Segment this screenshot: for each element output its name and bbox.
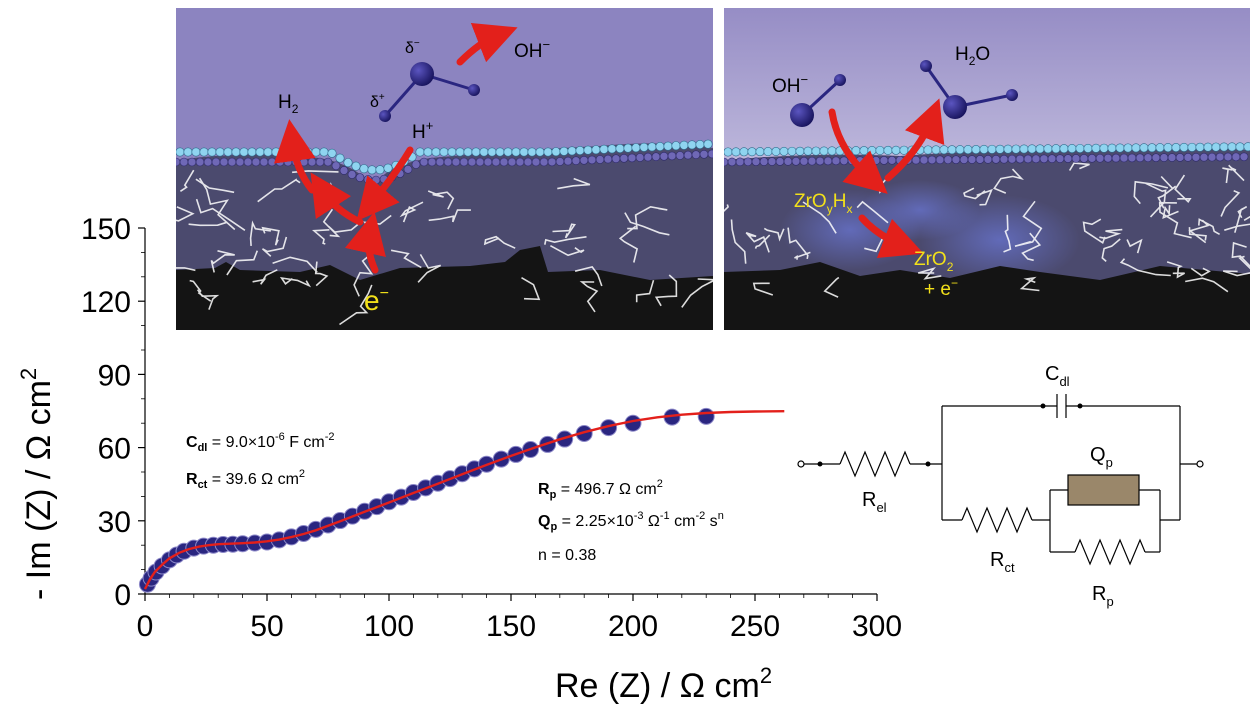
label-rp: Rp [1092, 583, 1114, 609]
label-h-plus: H+ [412, 118, 433, 143]
annotation-rp: Rp = 496.7 Ω cm2 [538, 478, 663, 501]
x-tick-label: 300 [852, 610, 902, 643]
label-qp: Qp [1090, 444, 1113, 470]
reaction-arrows-right [828, 98, 945, 259]
label-rct: Rct [990, 549, 1015, 575]
annotation-cdl: Cdl = 9.0×10-6 F cm-2 [186, 431, 335, 454]
y-axis-title: - Im (Z) / Ω cm2 [16, 368, 58, 600]
annotation-qp: Qp = 2.25×10-3 Ω-1 cm-2 sn [538, 510, 724, 533]
terminal-left-icon [797, 460, 805, 468]
label-zroyhx: ZrOyHx [794, 191, 852, 216]
metal-substrate-left [176, 246, 713, 330]
label-cdl: Cdl [1045, 363, 1070, 389]
water-molecule-right-icon [920, 60, 1018, 119]
label-delta-plus: δ+ [370, 92, 385, 111]
x-axis-title: Re (Z) / Ω cm2 [555, 663, 772, 704]
schematic-right-panel: OH− H2O ZrOyHx ZrO2 + e− [724, 8, 1250, 330]
x-tick-label: 50 [250, 610, 283, 643]
nyquist-chart: 0 30 60 90 120 150 0 50 100 150 200 250 300 Re (Z) … [16, 213, 902, 704]
y-tick-label: 150 [81, 213, 131, 246]
label-oh-right: OH− [772, 72, 808, 97]
metal-substrate-right [724, 262, 1250, 330]
annotation-n: n = 0.38 [538, 547, 596, 564]
label-delta-minus: δ− [405, 38, 420, 57]
schematic-left-panel: H2 OH− δ− δ+ H+ e− [176, 8, 713, 330]
x-tick-label: 150 [486, 610, 536, 643]
y-tick-label: 30 [98, 506, 131, 539]
y-tick-label: 60 [98, 433, 131, 466]
fit-curve [143, 410, 785, 590]
resistor-rel-icon [839, 450, 911, 478]
label-h2o: H2O [955, 44, 990, 68]
y-tick-label: 0 [114, 579, 131, 612]
x-tick-label: 0 [137, 610, 154, 643]
data-point [697, 407, 715, 425]
oxide-cracks-left [176, 169, 713, 326]
equivalent-circuit [797, 394, 1204, 566]
cpe-qp-icon [1067, 474, 1140, 506]
label-plus-electron: + e− [924, 276, 958, 300]
resistor-rp-icon [1074, 538, 1146, 566]
hydroxide-molecule-icon [790, 74, 846, 127]
resistor-rct-icon [961, 506, 1033, 534]
label-zro2: ZrO2 [914, 249, 954, 274]
oxide-cracks-right [724, 162, 1250, 298]
reaction-arrows-left [273, 23, 518, 274]
x-tick-label: 200 [608, 610, 658, 643]
x-tick-label: 100 [364, 610, 414, 643]
y-tick-label: 90 [98, 359, 131, 392]
circuit-labels: Cdl Rel Qp Rct Rp [862, 363, 1114, 609]
x-tick-label: 250 [730, 610, 780, 643]
annotation-rct: Rct = 39.6 Ω cm2 [186, 468, 305, 491]
label-oh-left: OH− [514, 37, 550, 62]
x-axis-ticks: 0 50 100 150 200 250 300 [137, 594, 902, 643]
water-molecule-icon [379, 62, 480, 122]
label-rel: Rel [862, 489, 887, 515]
y-tick-label: 120 [81, 286, 131, 319]
terminal-right-icon [1196, 460, 1204, 468]
y-axis-ticks: 0 30 60 90 120 150 [81, 213, 145, 612]
label-h2: H2 [278, 92, 299, 116]
label-electron: e− [364, 285, 389, 316]
